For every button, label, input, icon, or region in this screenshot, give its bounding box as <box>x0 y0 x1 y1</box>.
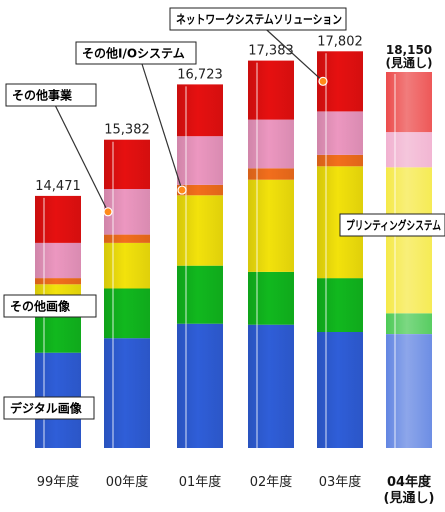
bar-segment <box>386 132 432 168</box>
callout-label: デジタル画像 <box>10 401 83 416</box>
bar-segment <box>35 242 81 279</box>
series-callout: プリンティングシステム <box>339 213 445 237</box>
callout-leader <box>141 63 183 191</box>
series-callout: その他I/Oシステム <box>75 41 197 195</box>
bar-segment <box>177 323 223 448</box>
callout-box <box>75 41 197 65</box>
total-label: 18,150 <box>386 43 432 57</box>
callout-box <box>339 213 445 237</box>
callout-leader <box>266 29 324 82</box>
bar-segment <box>177 195 223 266</box>
total-label: 15,382 <box>104 123 150 138</box>
total-labels: 14,471 15,382 16,723 17,383 17,802 18,150(見通し… <box>35 34 432 194</box>
bar-segment <box>104 234 150 243</box>
callout-label: その他画像 <box>10 299 71 314</box>
bar-segment <box>248 271 294 325</box>
callout-box <box>3 294 97 318</box>
bar-segment <box>35 278 81 285</box>
category-labels: 99年度 00年度 01年度 02年度 03年度 04年度(見通し) <box>37 474 435 506</box>
bar-segment <box>248 168 294 180</box>
callout-label: その他I/Oシステム <box>82 46 185 61</box>
bar-segment <box>248 324 294 448</box>
bar-segment <box>248 179 294 272</box>
callout-label: プリンティングシステム <box>346 218 441 233</box>
bar-segment <box>177 136 223 185</box>
bar-segment <box>177 265 223 324</box>
total-label: 17,383 <box>248 44 294 59</box>
category-label: 02年度 <box>250 474 293 490</box>
bar-segment <box>386 313 432 334</box>
callout-leader-dot <box>318 76 328 86</box>
series-callout: その他画像 <box>3 294 97 318</box>
bar-segment <box>104 242 150 289</box>
bar-segment <box>177 84 223 137</box>
callout-leader-dot <box>103 207 113 217</box>
bar-segment <box>317 332 363 448</box>
total-label: 14,471 <box>35 179 81 194</box>
callout-leader-dot <box>177 185 187 195</box>
callout-label: その他事業 <box>12 88 73 103</box>
bar-segment <box>104 288 150 339</box>
bar-segment <box>248 119 294 169</box>
category-label: 99年度 <box>37 474 80 490</box>
category-sublabel: (見通し) <box>384 490 435 506</box>
bar-segment <box>248 60 294 120</box>
bar-segment <box>177 184 223 196</box>
callout-box <box>3 396 95 420</box>
bar-segment <box>317 111 363 155</box>
category-label: 01年度 <box>179 474 222 490</box>
series-callout: その他事業 <box>5 83 113 217</box>
bar-group <box>35 51 432 448</box>
bar-segment <box>386 334 432 448</box>
series-callout: デジタル画像 <box>3 396 95 420</box>
bar-segment <box>35 195 81 243</box>
category-label: 03年度 <box>319 474 362 490</box>
bar-segment <box>386 72 432 133</box>
category-label: 04年度 <box>387 474 432 490</box>
series-callout: ネットワークシステムソリューション <box>169 7 347 86</box>
bar-segment <box>317 154 363 167</box>
series-callouts: ネットワークシステムソリューションその他I/Oシステムその他事業プリンティングシ… <box>3 7 445 420</box>
callout-label: ネットワークシステムソリューション <box>176 13 342 27</box>
callout-box <box>5 83 97 107</box>
callout-leader <box>54 105 109 213</box>
bar-segment <box>104 139 150 189</box>
bar-segment <box>35 315 81 353</box>
total-label: 16,723 <box>177 67 223 82</box>
category-label: 00年度 <box>106 474 149 490</box>
bar-segment <box>104 338 150 448</box>
total-sublabel: (見通し) <box>386 55 433 70</box>
callout-box <box>169 7 347 31</box>
bar-segment <box>386 167 432 314</box>
total-label: 17,802 <box>317 34 363 49</box>
bar-segment <box>317 278 363 332</box>
